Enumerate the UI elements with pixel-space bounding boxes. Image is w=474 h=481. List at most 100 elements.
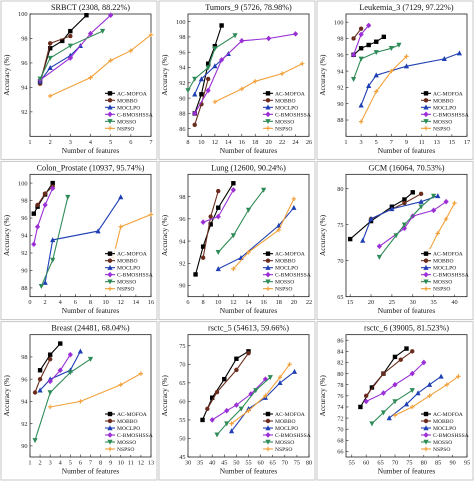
subplot: rsctc_5 (54613, 59.66%) 30 35 40 45 50 55 60 65 7…: [158, 321, 316, 481]
data-point: [200, 255, 206, 260]
data-point: [392, 399, 398, 405]
y-tick-label: 94: [337, 68, 344, 75]
data-point: [216, 188, 221, 194]
x-tick-label: 50: [233, 460, 239, 467]
legend-label: AC-MOFOA: [433, 252, 463, 258]
x-tick-label: 0: [28, 299, 31, 306]
chart-title: GCM (16064, 70.53%): [369, 163, 445, 172]
data-point: [205, 406, 210, 412]
data-point: [380, 390, 387, 396]
data-point: [409, 388, 415, 394]
series-line: [39, 45, 81, 82]
y-tick-label: 92: [21, 250, 27, 257]
data-point: [215, 249, 221, 255]
data-point: [431, 207, 437, 214]
legend-label: NSPSO: [433, 447, 450, 453]
x-tick-label: 95: [464, 460, 470, 467]
y-tick-label: 70: [337, 258, 343, 265]
legend-label: NSPSO: [275, 287, 292, 293]
panel-frame: [158, 321, 316, 481]
data-point: [444, 382, 450, 387]
data-point: [366, 42, 371, 48]
legend-marker: [107, 98, 113, 103]
data-point: [77, 348, 84, 354]
legend-label: C-BMOSHSSA: [433, 433, 469, 439]
chart-title: Lung (12600, 90.24%): [211, 163, 286, 172]
data-point: [212, 46, 218, 52]
x-tick-label: 8: [186, 139, 189, 146]
data-point: [65, 194, 71, 200]
data-point: [373, 50, 379, 56]
y-tick-label: 100: [18, 11, 27, 18]
y-tick-label: 100: [334, 19, 343, 26]
x-tick-label: 6: [79, 460, 82, 467]
y-axis-label: Accuracy (%): [160, 375, 169, 417]
chart-title: Breast (24481, 68.04%): [51, 324, 129, 333]
legend-box: [261, 248, 307, 295]
x-tick-label: 3: [49, 460, 52, 467]
data-point: [231, 181, 236, 186]
data-point: [435, 231, 440, 236]
data-point: [374, 39, 379, 44]
legend-marker: [265, 446, 271, 452]
legend-box: [419, 409, 465, 455]
x-tick-label: 20: [291, 299, 297, 306]
data-point: [253, 388, 259, 394]
y-tick-label: 66: [337, 449, 343, 456]
panel-frame: [316, 321, 474, 481]
x-tick-label: 25: [389, 299, 395, 306]
x-tick-label: 12: [138, 460, 144, 467]
data-point: [388, 46, 394, 52]
data-point: [350, 51, 357, 58]
subplot: GCM (16064, 70.53%) 15 20 25 30 35 40 65 70 75 80 N…: [316, 160, 474, 321]
data-point: [42, 279, 48, 285]
data-point: [245, 207, 252, 213]
legend-marker: [265, 258, 271, 263]
data-point: [389, 206, 395, 212]
y-tick-label: 96: [179, 216, 185, 223]
data-point: [300, 61, 305, 66]
series-line: [44, 196, 122, 283]
x-tick-label: 45: [221, 460, 227, 467]
data-point: [381, 371, 386, 376]
data-point: [42, 191, 48, 196]
data-point: [403, 63, 410, 69]
x-tick-label: 14: [225, 139, 232, 146]
y-axis-label: Accuracy (%): [2, 214, 11, 256]
legend-marker: [265, 119, 271, 125]
legend-label: AC-MOFOA: [433, 91, 463, 97]
legend-label: MOCLPO: [433, 105, 456, 111]
y-tick-label: 94: [179, 65, 186, 72]
y-tick-label: 75: [179, 343, 185, 350]
legend-box: [103, 409, 149, 455]
x-tick-label: 3: [360, 139, 363, 146]
y-axis-label: Accuracy (%): [2, 375, 11, 417]
data-point: [100, 28, 106, 34]
y-tick-label: 78: [337, 382, 343, 389]
data-point: [369, 421, 375, 427]
legend-label: AC-MOFOA: [275, 91, 305, 97]
legend-label: MOBBO: [433, 419, 454, 425]
data-point: [389, 68, 394, 74]
legend-label: AC-MOFOA: [275, 252, 305, 258]
x-tick-label: 10: [102, 299, 108, 306]
data-point: [396, 42, 402, 48]
legend-marker: [265, 126, 271, 131]
legend-marker: [265, 104, 271, 110]
data-point: [47, 404, 53, 410]
data-point: [287, 362, 292, 367]
data-point: [401, 222, 408, 228]
x-tick-label: 60: [257, 460, 263, 467]
data-point: [95, 228, 101, 234]
legend-label: MOBBO: [117, 259, 138, 265]
data-point: [210, 395, 215, 400]
y-tick-label: 96: [179, 49, 185, 56]
x-tick-label: 7: [149, 139, 152, 146]
data-point: [199, 92, 204, 97]
data-point: [238, 406, 244, 412]
x-tick-label: 35: [430, 299, 436, 306]
x-tick-label: 10: [215, 299, 221, 306]
data-point: [233, 402, 239, 408]
